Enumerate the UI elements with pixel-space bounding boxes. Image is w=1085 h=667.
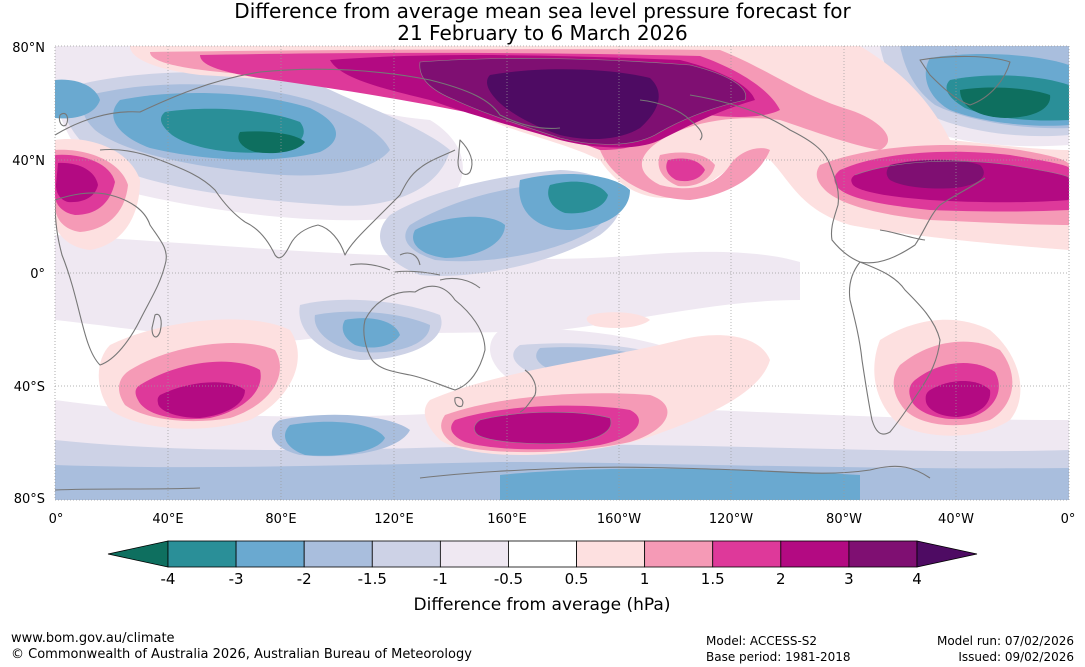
colorbar-tick: 1 <box>640 570 650 588</box>
title-line-2: 21 February to 6 March 2026 <box>397 21 688 45</box>
lon-label: 0° <box>1061 512 1076 527</box>
colorbar-tick: 4 <box>912 570 922 588</box>
graticule <box>55 46 1069 500</box>
colorbar-tick: -4 <box>161 570 176 588</box>
colorbar-tick: 1.5 <box>701 570 725 588</box>
title-line-1: Difference from average mean sea level p… <box>234 0 851 23</box>
colorbar-swatch <box>303 540 373 568</box>
footer-model: Model: ACCESS-S2 <box>706 634 818 648</box>
lon-label: 120°E <box>374 512 414 527</box>
colorbar-tick: -0.5 <box>494 570 523 588</box>
anomaly-fields <box>55 46 1069 500</box>
colorbar-swatch <box>644 540 714 568</box>
anomaly-plus-4-regions <box>487 69 659 140</box>
colorbar-swatch <box>508 540 577 568</box>
footer-copyright: © Commonwealth of Australia 2026, Austra… <box>11 647 472 662</box>
colorbar-tick: -1 <box>433 570 448 588</box>
colorbar-swatch <box>576 540 646 568</box>
contour-outlines <box>419 58 1069 444</box>
colorbar-label: Difference from average (hPa) <box>414 595 671 615</box>
lon-label: 40°W <box>938 512 974 527</box>
lon-label: 160°W <box>597 512 641 527</box>
colorbar-tick: 0.5 <box>565 570 589 588</box>
lon-label: 80°W <box>826 512 862 527</box>
lon-label: 40°E <box>152 512 183 527</box>
map-title: Difference from average mean sea level p… <box>0 0 1085 44</box>
colorbar-tick: 3 <box>844 570 854 588</box>
colorbar-swatch <box>439 540 509 568</box>
lon-label: 160°E <box>487 512 527 527</box>
colorbar-tick: -3 <box>229 570 244 588</box>
colorbar-tick-labels: -4 -3 -2 -1.5 -1 -0.5 0.5 1 1.5 2 3 4 <box>161 570 922 588</box>
colorbar-swatch <box>371 540 441 568</box>
colorbar-tick: 2 <box>776 570 786 588</box>
colorbar-extend-high <box>916 540 978 568</box>
lat-label: 0° <box>30 267 45 282</box>
colorbar-swatch <box>235 540 305 568</box>
colorbar-swatch <box>167 540 237 568</box>
colorbar <box>107 540 978 568</box>
longitude-labels: 0° 40°E 80°E 120°E 160°E 160°W 120°W 80°… <box>49 512 1076 527</box>
lat-label: 80°N <box>12 41 45 56</box>
footer-model-run: Model run: 07/02/2026 <box>936 634 1074 648</box>
lat-label: 80°S <box>14 492 45 507</box>
colorbar-swatch <box>780 540 850 568</box>
lat-label: 40°S <box>14 380 45 395</box>
colorbar-tick: -1.5 <box>358 570 387 588</box>
colorbar-tick: -2 <box>297 570 312 588</box>
footer-base-period: Base period: 1981-2018 <box>706 650 851 664</box>
lon-label: 80°E <box>265 512 296 527</box>
colorbar-swatch <box>712 540 782 568</box>
lon-label: 0° <box>49 512 64 527</box>
footer-issued: Issued: 09/02/2026 <box>958 650 1074 664</box>
map-frame <box>54 45 1070 501</box>
footer-website: www.bom.gov.au/climate <box>11 631 175 646</box>
colorbar-extend-low <box>107 540 169 568</box>
lon-label: 120°W <box>709 512 753 527</box>
anomaly-minus-4-regions <box>238 87 1051 154</box>
lat-label: 40°N <box>12 154 45 169</box>
colorbar-swatch <box>848 540 918 568</box>
coastlines <box>55 55 1011 491</box>
latitude-labels: 80°N 40°N 0° 40°S 80°S <box>12 41 45 507</box>
